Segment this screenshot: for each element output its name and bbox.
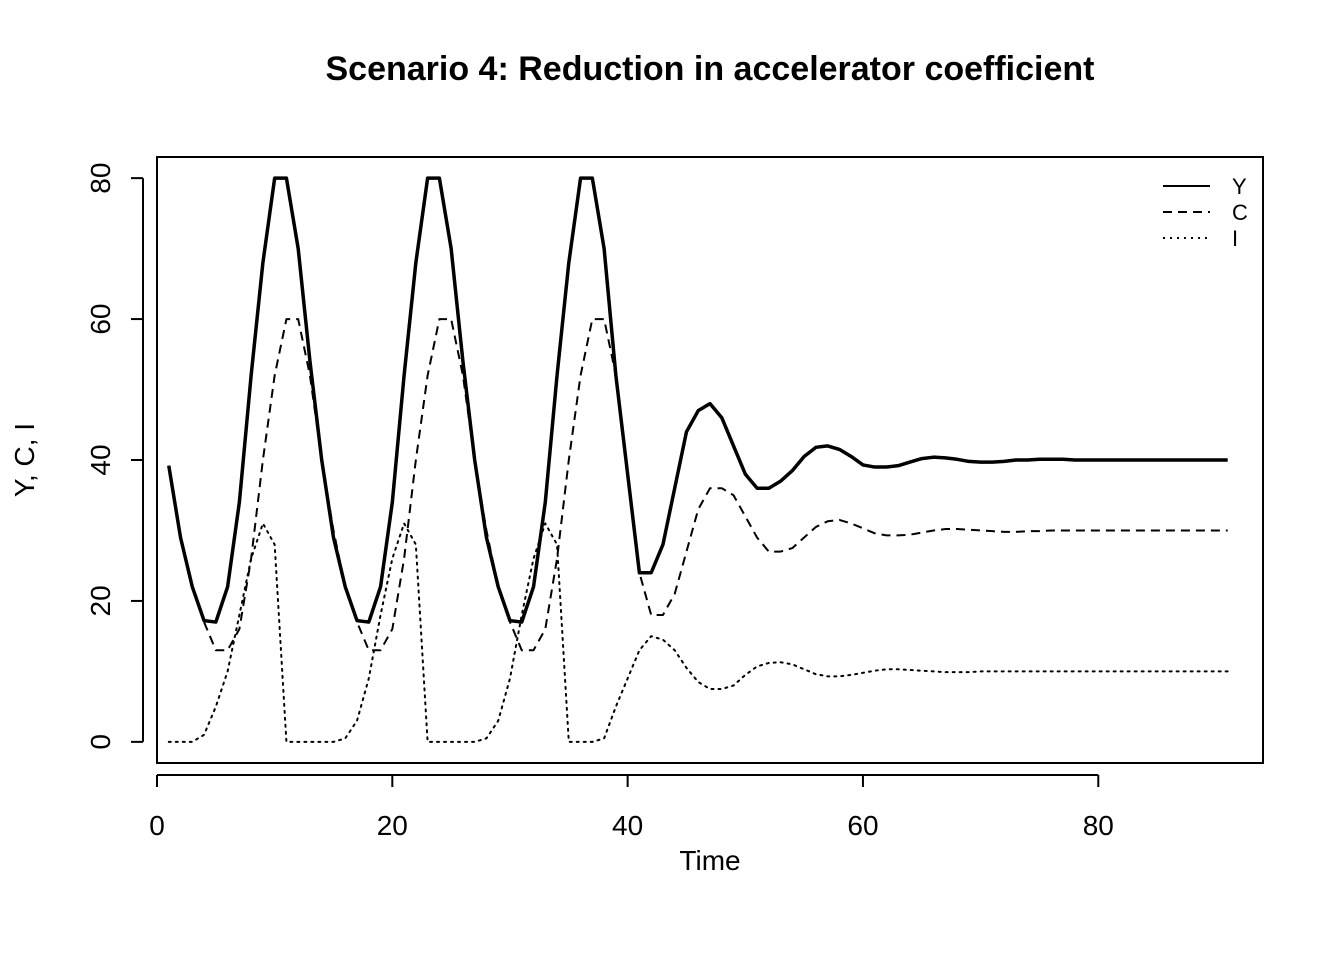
y-tick-label: 0 xyxy=(85,734,116,750)
legend-label-y: Y xyxy=(1232,174,1247,199)
x-tick-label: 0 xyxy=(149,810,165,841)
chart-title: Scenario 4: Reduction in accelerator coe… xyxy=(325,50,1094,88)
y-axis-label: Y, C, I xyxy=(9,423,40,497)
x-tick-label: 20 xyxy=(377,810,408,841)
x-axis-label: Time xyxy=(679,845,740,876)
y-tick-label: 80 xyxy=(85,163,116,194)
legend-label-i: I xyxy=(1232,226,1238,251)
series-layer xyxy=(167,176,1229,743)
plot-frame xyxy=(156,156,1264,764)
x-axis: 0 20 40 60 80 xyxy=(149,774,1114,841)
x-tick-label: 80 xyxy=(1083,810,1114,841)
legend-label-c: C xyxy=(1232,200,1248,225)
y-tick-label: 20 xyxy=(85,585,116,616)
legend: YCI xyxy=(1163,174,1248,251)
y-axis: 0 20 40 60 80 xyxy=(85,163,144,750)
x-tick-label: 40 xyxy=(612,810,643,841)
y-tick-label: 40 xyxy=(85,444,116,475)
y-tick-label: 60 xyxy=(85,303,116,334)
series-i-line xyxy=(167,522,1229,743)
x-tick-label: 60 xyxy=(847,810,878,841)
series-c-line xyxy=(203,318,1228,652)
series-y-line xyxy=(167,176,1228,624)
